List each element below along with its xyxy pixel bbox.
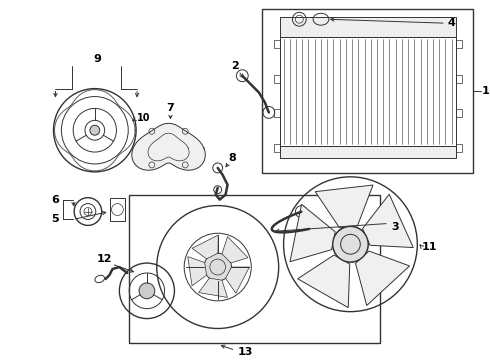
Text: 7: 7: [167, 103, 174, 113]
Polygon shape: [290, 204, 335, 262]
Text: 1: 1: [481, 86, 489, 96]
Bar: [456, 75, 462, 83]
Bar: [456, 40, 462, 48]
Polygon shape: [192, 235, 218, 259]
Bar: [274, 40, 280, 48]
Bar: [274, 109, 280, 117]
Text: 2: 2: [232, 61, 239, 71]
Polygon shape: [198, 278, 227, 297]
Circle shape: [204, 253, 231, 281]
Circle shape: [333, 226, 368, 262]
Polygon shape: [188, 257, 207, 286]
Bar: [280, 146, 456, 158]
Polygon shape: [225, 267, 249, 293]
Bar: [280, 17, 456, 37]
Text: 12: 12: [97, 254, 112, 264]
Text: 9: 9: [94, 54, 102, 64]
Polygon shape: [297, 255, 350, 308]
Circle shape: [90, 125, 99, 135]
Bar: [262, 9, 473, 173]
Polygon shape: [363, 194, 413, 248]
Bar: [274, 75, 280, 83]
Text: 11: 11: [421, 242, 437, 252]
Text: 6: 6: [51, 195, 59, 204]
Bar: [280, 37, 456, 146]
Bar: [274, 144, 280, 152]
Text: 3: 3: [391, 222, 398, 233]
Text: 4: 4: [448, 18, 456, 28]
Polygon shape: [356, 251, 410, 306]
Polygon shape: [315, 185, 373, 228]
Polygon shape: [132, 123, 205, 170]
Bar: [129, 195, 380, 343]
Bar: [456, 109, 462, 117]
Text: 10: 10: [137, 113, 151, 123]
Circle shape: [333, 226, 368, 262]
Circle shape: [139, 283, 155, 299]
Bar: [110, 198, 125, 221]
Bar: [456, 144, 462, 152]
Polygon shape: [222, 237, 248, 263]
Text: 8: 8: [228, 153, 236, 163]
Text: 13: 13: [238, 347, 253, 357]
Text: 5: 5: [51, 215, 59, 224]
